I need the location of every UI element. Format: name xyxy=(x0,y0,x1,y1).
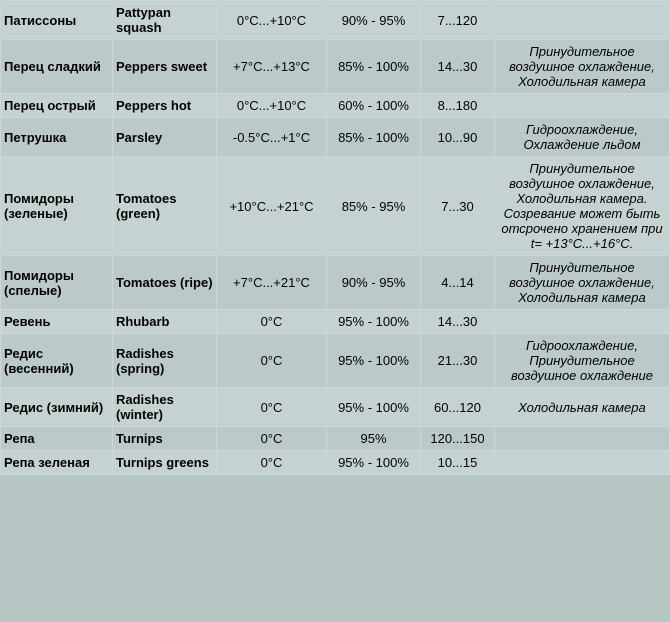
cell-note xyxy=(495,427,670,451)
cell-temperature: 0°C xyxy=(217,451,327,475)
cell-days: 14...30 xyxy=(421,310,495,334)
cell-name-en: Pattypan squash xyxy=(113,1,217,40)
cell-name-ru: Редис (весенний) xyxy=(1,334,113,388)
table-row: ПетрушкаParsley-0.5°C...+1°C85% - 100%10… xyxy=(1,118,670,157)
cell-days: 21...30 xyxy=(421,334,495,388)
cell-note xyxy=(495,1,670,40)
cell-humidity: 95% - 100% xyxy=(327,310,421,334)
cell-temperature: -0.5°C...+1°C xyxy=(217,118,327,157)
cell-name-ru: Петрушка xyxy=(1,118,113,157)
cell-humidity: 90% - 95% xyxy=(327,1,421,40)
cell-temperature: 0°C xyxy=(217,427,327,451)
cell-temperature: 0°C xyxy=(217,310,327,334)
cell-days: 60...120 xyxy=(421,388,495,427)
cell-name-en: Radishes (winter) xyxy=(113,388,217,427)
cell-days: 14...30 xyxy=(421,40,495,94)
cell-name-en: Rhubarb xyxy=(113,310,217,334)
cell-days: 10...90 xyxy=(421,118,495,157)
cell-name-ru: Перец острый xyxy=(1,94,113,118)
cell-note xyxy=(495,94,670,118)
cell-note: Принудительное воздушное охлаждение, Хол… xyxy=(495,256,670,310)
cell-note: Гидроохлаждение, Охлаждение льдом xyxy=(495,118,670,157)
cell-humidity: 95% - 100% xyxy=(327,388,421,427)
table-row: Репа зеленаяTurnips greens0°C95% - 100%1… xyxy=(1,451,670,475)
table-row: Редис (весенний)Radishes (spring)0°C95% … xyxy=(1,334,670,388)
cell-days: 8...180 xyxy=(421,94,495,118)
cell-name-ru: Помидоры (зеленые) xyxy=(1,157,113,256)
cell-temperature: +10°C...+21°C xyxy=(217,157,327,256)
cell-temperature: +7°C...+21°C xyxy=(217,256,327,310)
cell-temperature: +7°C...+13°C xyxy=(217,40,327,94)
cell-name-en: Radishes (spring) xyxy=(113,334,217,388)
cell-note: Принудительное воздушное охлаждение, Хол… xyxy=(495,157,670,256)
cell-humidity: 85% - 100% xyxy=(327,40,421,94)
cell-name-ru: Ревень xyxy=(1,310,113,334)
cell-name-ru: Репа xyxy=(1,427,113,451)
cell-temperature: 0°C...+10°C xyxy=(217,94,327,118)
cell-humidity: 85% - 100% xyxy=(327,118,421,157)
cell-temperature: 0°C xyxy=(217,334,327,388)
cell-temperature: 0°C...+10°C xyxy=(217,1,327,40)
cell-name-en: Peppers hot xyxy=(113,94,217,118)
cell-humidity: 85% - 95% xyxy=(327,157,421,256)
cell-note: Принудительное воздушное охлаждение, Хол… xyxy=(495,40,670,94)
cell-temperature: 0°C xyxy=(217,388,327,427)
cell-name-ru: Перец сладкий xyxy=(1,40,113,94)
table-row: Помидоры (зеленые)Tomatoes (green)+10°C.… xyxy=(1,157,670,256)
cell-name-en: Peppers sweet xyxy=(113,40,217,94)
cell-days: 120...150 xyxy=(421,427,495,451)
cell-name-ru: Редис (зимний) xyxy=(1,388,113,427)
table-row: Редис (зимний)Radishes (winter)0°C95% - … xyxy=(1,388,670,427)
cell-name-ru: Репа зеленая xyxy=(1,451,113,475)
table-row: Помидоры (спелые)Tomatoes (ripe)+7°C...+… xyxy=(1,256,670,310)
cell-days: 10...15 xyxy=(421,451,495,475)
cell-humidity: 95% - 100% xyxy=(327,334,421,388)
cell-note: Гидроохлаждение, Принудительное воздушно… xyxy=(495,334,670,388)
table-row: РевеньRhubarb0°C95% - 100%14...30 xyxy=(1,310,670,334)
cell-days: 7...120 xyxy=(421,1,495,40)
table-row: Перец сладкийPeppers sweet+7°C...+13°C85… xyxy=(1,40,670,94)
cell-name-en: Parsley xyxy=(113,118,217,157)
cell-note xyxy=(495,310,670,334)
table-row: ПатиссоныPattypan squash0°C...+10°C90% -… xyxy=(1,1,670,40)
cell-name-en: Turnips xyxy=(113,427,217,451)
cell-days: 4...14 xyxy=(421,256,495,310)
cell-humidity: 60% - 100% xyxy=(327,94,421,118)
vegetable-storage-table: ПатиссоныPattypan squash0°C...+10°C90% -… xyxy=(0,0,670,475)
cell-name-ru: Патиссоны xyxy=(1,1,113,40)
cell-name-en: Turnips greens xyxy=(113,451,217,475)
cell-note xyxy=(495,451,670,475)
cell-name-en: Tomatoes (ripe) xyxy=(113,256,217,310)
cell-humidity: 95% - 100% xyxy=(327,451,421,475)
cell-name-ru: Помидоры (спелые) xyxy=(1,256,113,310)
cell-name-en: Tomatoes (green) xyxy=(113,157,217,256)
table-row: РепаTurnips0°C95%120...150 xyxy=(1,427,670,451)
cell-humidity: 95% xyxy=(327,427,421,451)
cell-humidity: 90% - 95% xyxy=(327,256,421,310)
cell-note: Холодильная камера xyxy=(495,388,670,427)
table-row: Перец острыйPeppers hot0°C...+10°C60% - … xyxy=(1,94,670,118)
cell-days: 7...30 xyxy=(421,157,495,256)
